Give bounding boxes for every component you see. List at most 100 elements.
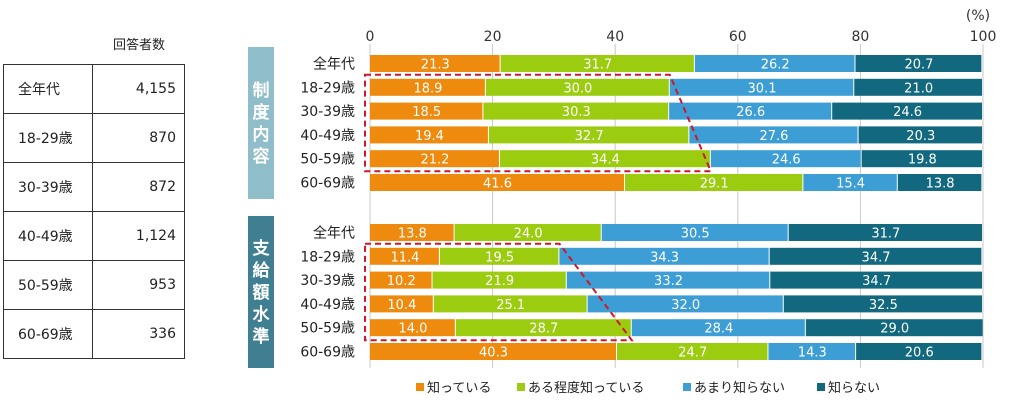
legend-swatch — [683, 383, 691, 391]
bar-segment — [669, 78, 854, 96]
bar-segment — [770, 271, 982, 289]
data-label: 40.3 — [479, 346, 508, 361]
category-label: 18-29歳 — [300, 249, 355, 265]
table-row: 30-39歳 872 — [4, 163, 184, 212]
bar-segment — [832, 102, 982, 120]
bar-segment — [500, 55, 694, 72]
bar-segment — [897, 174, 982, 191]
bar-segment — [485, 78, 669, 96]
data-label: 18.5 — [412, 105, 441, 120]
data-label: 30.0 — [563, 81, 592, 96]
group-header-box — [248, 216, 274, 368]
group-header-char: 制 — [253, 80, 270, 101]
bar-segment — [370, 55, 500, 72]
data-label: 32.5 — [869, 298, 898, 313]
legend-label: 知らない — [828, 380, 880, 396]
bar-segment — [854, 78, 982, 96]
data-label: 24.7 — [678, 346, 707, 361]
row-label: 40-49歳 — [4, 212, 93, 260]
data-label: 19.8 — [908, 153, 937, 168]
table-row: 40-49歳 1,124 — [4, 212, 184, 261]
bar-segment — [370, 102, 483, 120]
group-header-char: 水 — [253, 304, 271, 325]
axis-unit-label: (%) — [966, 8, 990, 24]
x-tick-label: 100 — [970, 29, 997, 45]
row-value: 4,155 — [135, 81, 176, 97]
x-tick-label: 40 — [606, 29, 624, 45]
data-label: 41.6 — [483, 177, 512, 192]
data-label: 13.8 — [398, 227, 427, 242]
legend-swatch — [817, 383, 825, 391]
x-tick-label: 0 — [366, 29, 375, 45]
group-header-char: 度 — [253, 102, 271, 123]
bar-segment — [669, 102, 832, 120]
data-label: 20.3 — [906, 129, 935, 144]
respondent-table: 回答者数 全年代 4,155 18-29歳 870 30-39歳 872 40-… — [0, 0, 185, 360]
bar-segment — [454, 224, 601, 241]
bar-segment — [433, 295, 587, 313]
data-label: 24.6 — [772, 153, 801, 168]
data-label: 19.4 — [415, 129, 444, 144]
x-tick-label: 60 — [729, 29, 747, 45]
bar-segment — [488, 126, 689, 144]
data-label: 34.7 — [862, 250, 891, 265]
table-row: 60-69歳 336 — [4, 310, 184, 359]
data-label: 20.6 — [905, 346, 934, 361]
data-label: 10.4 — [387, 298, 416, 313]
bar-segment — [689, 126, 858, 144]
data-label: 30.1 — [748, 81, 777, 96]
data-label: 14.0 — [398, 322, 427, 337]
bar-segment — [805, 319, 983, 337]
group-header-char: 給 — [253, 260, 271, 281]
bar-segment — [710, 150, 861, 168]
data-label: 15.4 — [836, 177, 865, 192]
category-label: 18-29歳 — [300, 80, 355, 96]
row-value: 953 — [149, 277, 176, 293]
bar-segment — [455, 319, 631, 337]
row-label: 60-69歳 — [4, 310, 93, 358]
bar-segment — [370, 78, 485, 96]
bar-segment — [625, 174, 803, 191]
data-label: 21.2 — [421, 153, 450, 168]
data-label: 24.0 — [514, 227, 543, 242]
category-label: 全年代 — [313, 225, 355, 242]
data-label: 28.4 — [704, 322, 733, 337]
data-label: 29.0 — [880, 322, 909, 337]
data-label: 30.5 — [681, 227, 710, 242]
data-label: 34.7 — [862, 274, 891, 289]
data-label: 31.7 — [583, 58, 612, 73]
data-label: 32.7 — [575, 129, 604, 144]
row-value: 336 — [149, 326, 176, 342]
category-label: 全年代 — [313, 56, 355, 73]
row-label: 18-29歳 — [4, 114, 93, 162]
row-label: 30-39歳 — [4, 163, 93, 211]
category-label: 30-39歳 — [300, 273, 355, 289]
legend-label: あまり知らない — [694, 380, 785, 396]
respondent-table-body: 全年代 4,155 18-29歳 870 30-39歳 872 40-49歳 1… — [3, 64, 185, 359]
bar-segment — [370, 319, 455, 337]
data-label: 33.2 — [654, 274, 683, 289]
group-header-char: 支 — [253, 238, 271, 259]
data-label: 25.1 — [496, 298, 525, 313]
data-label: 21.0 — [904, 81, 933, 96]
bar-segment — [861, 150, 982, 168]
table-row: 50-59歳 953 — [4, 261, 184, 310]
highlight-outline — [364, 242, 634, 342]
category-label: 60-69歳 — [300, 176, 355, 192]
data-label: 34.4 — [591, 153, 620, 168]
bar-segment — [617, 343, 768, 360]
bar-segment — [803, 174, 897, 191]
x-tick-label: 80 — [851, 29, 869, 45]
respondent-table-header: 回答者数 — [112, 38, 165, 53]
bar-segment — [587, 295, 783, 313]
data-label: 31.7 — [871, 227, 900, 242]
bar-segment — [855, 55, 982, 72]
data-label: 11.4 — [390, 250, 419, 265]
group-header-char: 内 — [253, 124, 270, 145]
bar-segment — [856, 343, 982, 360]
bar-segment — [370, 150, 499, 168]
data-label: 18.9 — [413, 81, 442, 96]
data-label: 34.3 — [650, 250, 679, 265]
bar-segment — [788, 224, 982, 241]
